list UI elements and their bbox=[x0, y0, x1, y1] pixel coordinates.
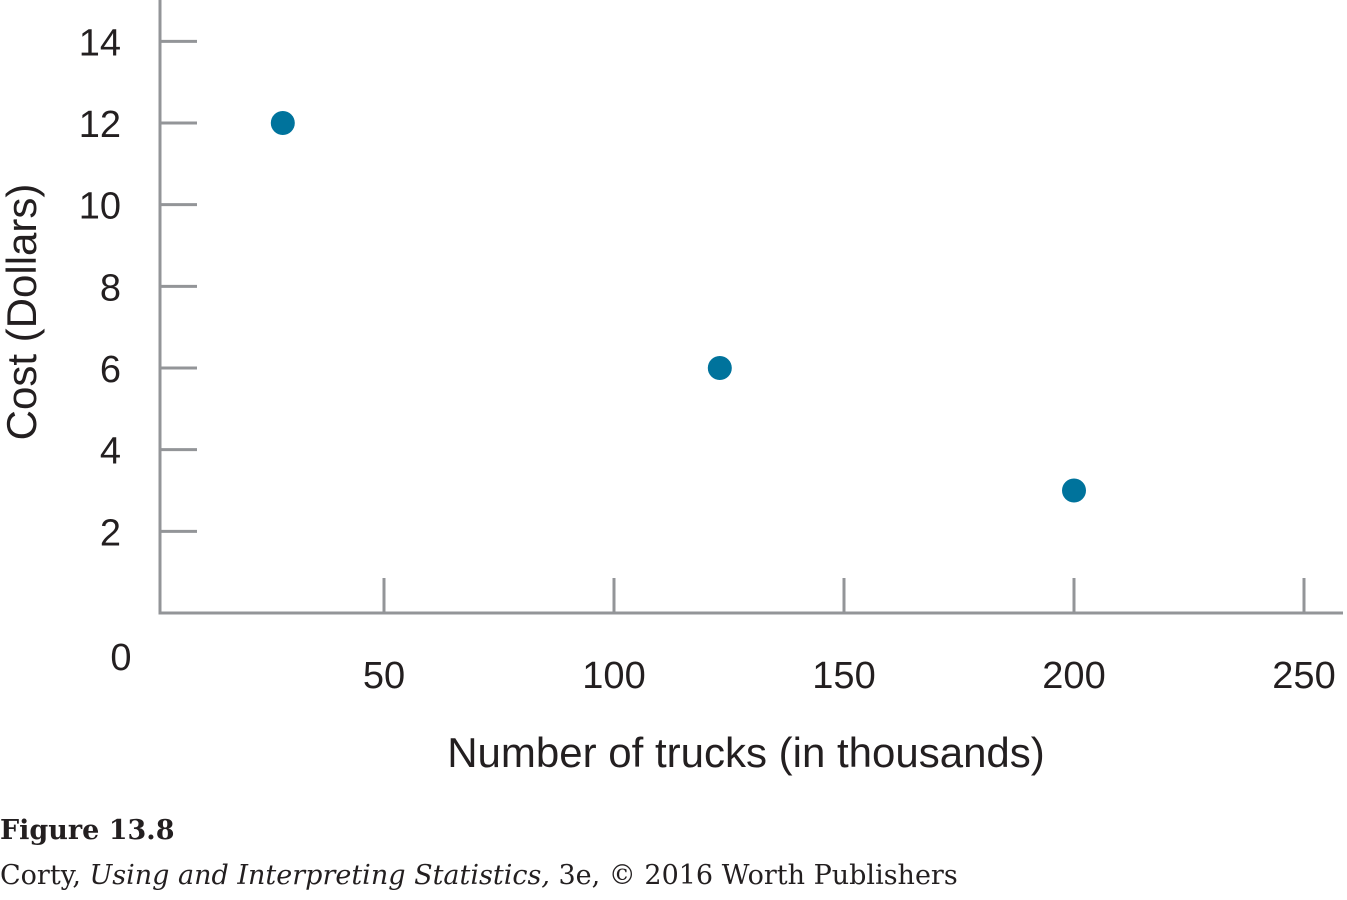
y-tick-label: 8 bbox=[100, 267, 121, 309]
figure-credit: Corty, Using and Interpreting Statistics… bbox=[0, 860, 958, 891]
data-point bbox=[1062, 478, 1086, 503]
scatter-chart: 2 4 6 8 10 12 14 50 100 150 200 250 0 Cost (Dollar… bbox=[0, 0, 1343, 776]
y-tick-label: 6 bbox=[100, 349, 121, 391]
credit-book-title: Using and Interpreting Statistics, bbox=[89, 860, 550, 891]
x-tick-label: 200 bbox=[1042, 655, 1105, 697]
credit-author: Corty, bbox=[0, 860, 90, 891]
origin-label: 0 bbox=[110, 637, 131, 679]
figure-label: Figure 13.8 bbox=[0, 815, 175, 846]
y-tick-label: 14 bbox=[79, 22, 121, 64]
data-point bbox=[270, 111, 295, 135]
x-tick-label: 250 bbox=[1272, 655, 1335, 697]
data-points bbox=[270, 111, 1086, 503]
y-tick-label: 12 bbox=[79, 104, 121, 146]
y-axis-title: Cost (Dollars) bbox=[0, 184, 45, 441]
x-ticks: 50 100 150 200 250 bbox=[363, 578, 1336, 697]
y-ticks: 2 4 6 8 10 12 14 bbox=[79, 22, 197, 554]
credit-edition-publisher: 3e, © 2016 Worth Publishers bbox=[549, 860, 958, 891]
axes bbox=[158, 0, 1343, 615]
x-axis-title: Number of trucks (in thousands) bbox=[447, 729, 1045, 776]
y-tick-label: 10 bbox=[79, 186, 121, 228]
data-point bbox=[707, 356, 732, 380]
y-tick-label: 2 bbox=[100, 512, 121, 554]
y-tick-label: 4 bbox=[100, 431, 121, 473]
x-tick-label: 50 bbox=[363, 655, 405, 697]
x-tick-label: 100 bbox=[582, 655, 645, 697]
x-tick-label: 150 bbox=[812, 655, 875, 697]
